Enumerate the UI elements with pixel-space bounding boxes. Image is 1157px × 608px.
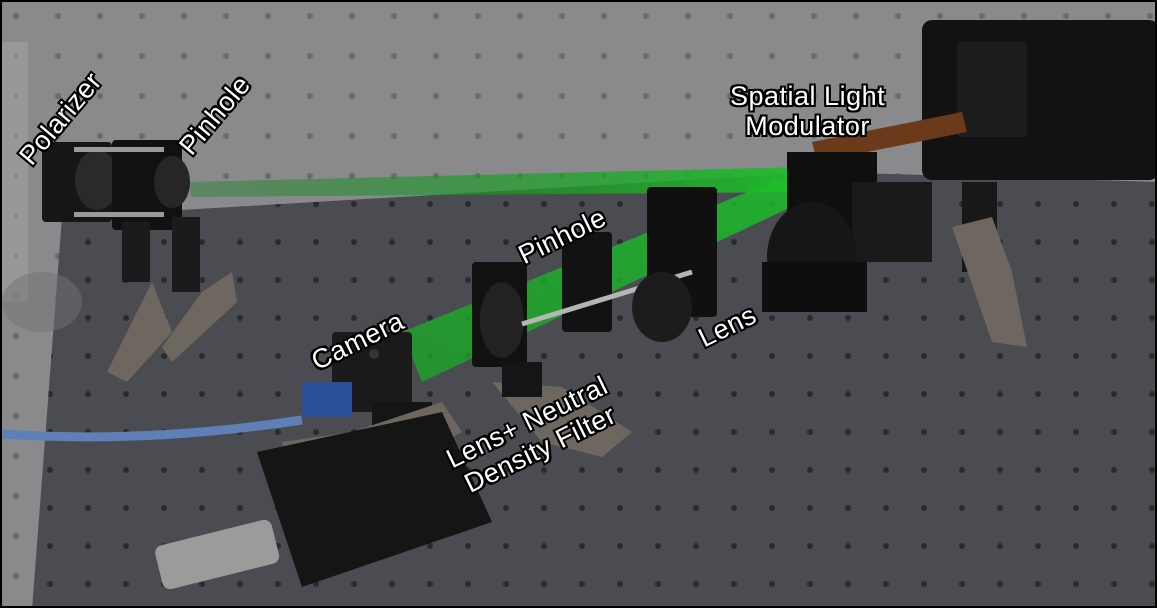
- spatial-light-modulator-label: Spatial Light Modulator: [730, 81, 886, 141]
- slm-label-line1: Spatial Light: [730, 81, 886, 111]
- spatial-light-modulator: [762, 20, 1155, 347]
- polarizer-mount: [42, 140, 237, 382]
- blue-cable: [2, 415, 303, 442]
- center-optics: [472, 187, 717, 457]
- slm-label-line2: Modulator: [745, 110, 870, 141]
- camera-stage: [155, 332, 492, 590]
